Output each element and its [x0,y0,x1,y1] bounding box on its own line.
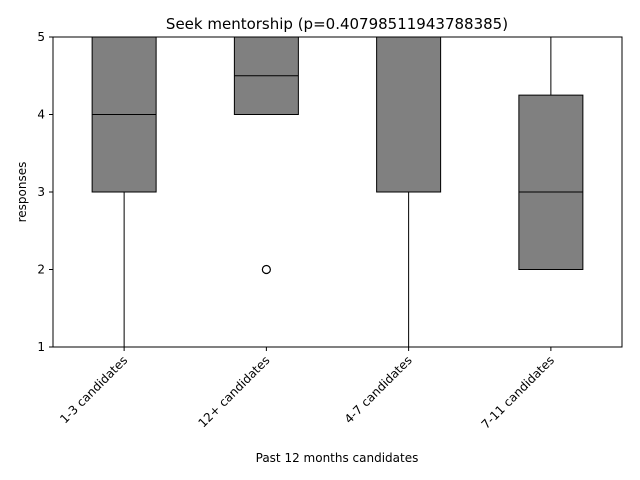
y-tick-label: 4 [37,108,45,122]
y-tick-label: 2 [37,263,45,277]
y-tick-label: 3 [37,185,45,199]
iqr-box [518,94,584,270]
x-tick-label: 12+ candidates [195,353,272,430]
x-tick-label: 7-11 candidates [479,353,557,431]
y-tick-label: 5 [37,30,45,44]
box-group [233,36,299,275]
chart-title: Seek mentorship (p=0.40798511943788385) [166,15,508,33]
box-group [91,36,157,348]
x-tick-label: 4-7 candidates [342,353,415,426]
box-group [376,36,442,348]
outlier-point [261,264,271,275]
plot-area [91,36,584,348]
y-axis-label: responses [15,162,29,223]
y-axis: 1 2 3 4 5 [37,30,53,354]
x-axis-label: Past 12 months candidates [256,451,419,465]
y-tick-label: 1 [37,340,45,354]
box-group [518,36,584,270]
x-tick-label: 1-3 candidates [57,353,130,426]
x-axis: 1-3 candidates 12+ candidates 4-7 candidat… [57,347,557,432]
iqr-box [376,36,442,193]
